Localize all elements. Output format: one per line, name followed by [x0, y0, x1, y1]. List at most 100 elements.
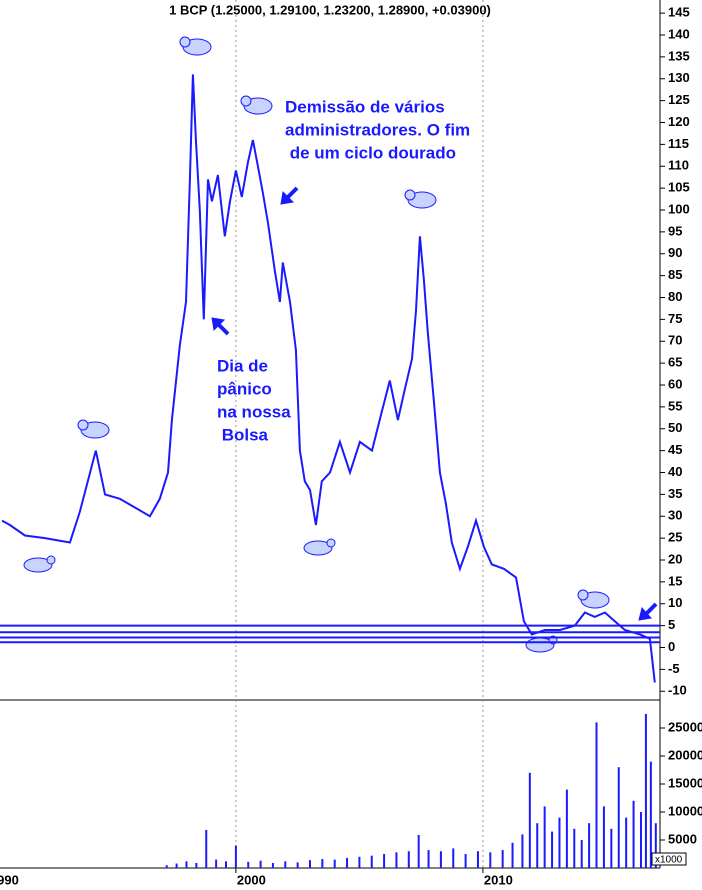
y-tick-label: 5000	[668, 831, 697, 846]
y-tick-label: 35	[668, 486, 682, 501]
volume-bar	[284, 861, 287, 868]
bear-icon	[240, 95, 273, 115]
volume-bar	[370, 855, 373, 868]
volume-bar	[165, 865, 168, 868]
bull-icon	[303, 538, 336, 556]
volume-bar	[649, 761, 652, 868]
annotation: Bolsa	[217, 425, 269, 444]
volume-bar	[551, 831, 554, 868]
y-tick-label: 100	[668, 201, 690, 216]
y-tick-label: 20	[668, 551, 682, 566]
y-tick-label: 110	[668, 158, 689, 173]
annotation: pânico	[217, 379, 272, 398]
arrow	[216, 322, 230, 336]
y-tick-label: 0	[668, 639, 675, 654]
volume-bar	[195, 862, 198, 868]
y-tick-label: 95	[668, 223, 682, 238]
bear-icon	[404, 189, 437, 209]
y-tick-label: 15000	[668, 775, 702, 790]
volume-bar	[407, 851, 410, 868]
y-tick-label: 70	[668, 333, 682, 348]
volume-bar	[259, 860, 262, 868]
y-tick-label: 50	[668, 420, 682, 435]
y-tick-label: 10000	[668, 803, 702, 818]
volume-bar	[427, 850, 430, 868]
volume-bar	[234, 845, 237, 868]
y-tick-label: 25000	[668, 719, 702, 734]
bull-icon	[23, 555, 56, 573]
y-tick-label: 115	[668, 136, 689, 151]
volume-bar	[521, 834, 524, 868]
volume-bar	[225, 861, 228, 868]
volume-bar	[271, 862, 274, 868]
volume-bar	[573, 828, 576, 868]
volume-bar	[215, 859, 218, 868]
y-tick-label: 105	[668, 180, 690, 195]
arrow-head	[280, 190, 295, 205]
volume-bar	[558, 817, 561, 868]
y-tick-label: 90	[668, 245, 682, 260]
volume-bar	[247, 861, 250, 868]
arrows	[211, 186, 658, 621]
volume-bar	[588, 823, 591, 868]
y-tick-label: 5	[668, 617, 675, 632]
y-tick-label: 40	[668, 464, 682, 479]
volume-bar	[511, 842, 514, 868]
volume-bar	[383, 854, 386, 868]
x-tick-label: 2010	[484, 872, 513, 887]
x-tick-label: 1990	[0, 872, 19, 887]
y-tick-label: 65	[668, 355, 682, 370]
y-tick-label: 125	[668, 92, 690, 107]
volume-bar	[528, 772, 531, 868]
volume-bar	[321, 859, 324, 868]
bear-icon	[179, 36, 212, 56]
annotation: administradores. O fim	[285, 120, 470, 139]
volume-bar	[175, 863, 178, 868]
volume-bar	[565, 789, 568, 868]
y-tick-label: 25	[668, 530, 682, 545]
volume-bar	[185, 861, 188, 868]
y-tick-label: 20000	[668, 747, 702, 762]
annotation: Dia de	[217, 356, 268, 375]
volume-bar	[417, 834, 420, 868]
volume-bar	[452, 848, 455, 868]
y-tick-label: 55	[668, 398, 682, 413]
y-tick-label: 75	[668, 311, 682, 326]
volume-bar	[358, 856, 361, 868]
volume-bar	[543, 806, 546, 868]
y-tick-label: 140	[668, 26, 690, 41]
unit-box	[651, 852, 687, 866]
volume-bar	[308, 860, 311, 868]
volume-bar	[595, 722, 598, 868]
icons	[23, 36, 610, 653]
volume-bar	[333, 859, 336, 868]
x-tick-label: 2000	[237, 872, 266, 887]
volume-bar	[501, 850, 504, 868]
arrow-head	[638, 606, 652, 621]
bear-icon	[77, 419, 110, 439]
arrow-head	[211, 317, 226, 332]
annotation: Demissão de vários	[285, 97, 445, 116]
annotation: de um ciclo dourado	[285, 143, 456, 162]
volume-bar	[205, 829, 208, 868]
y-tick-label: 80	[668, 289, 682, 304]
y-tick-label: 30	[668, 508, 682, 523]
y-tick-label: 45	[668, 442, 682, 457]
volume-bar	[639, 812, 642, 868]
y-tick-label: 130	[668, 70, 690, 85]
y-tick-label: 120	[668, 114, 690, 129]
volume-bar	[464, 854, 467, 868]
y-tick-label: 85	[668, 267, 682, 282]
volume-bar	[296, 862, 299, 868]
y-tick-label: 135	[668, 48, 690, 63]
volume-bar	[476, 851, 479, 868]
annotation: na nossa	[217, 402, 291, 421]
volume-bar	[536, 823, 539, 868]
volume-bar	[489, 852, 492, 868]
y-tick-label: -5	[668, 661, 680, 676]
volume-bar	[654, 823, 657, 868]
unit-label: x1000	[655, 855, 683, 866]
volume-bar	[644, 714, 647, 868]
